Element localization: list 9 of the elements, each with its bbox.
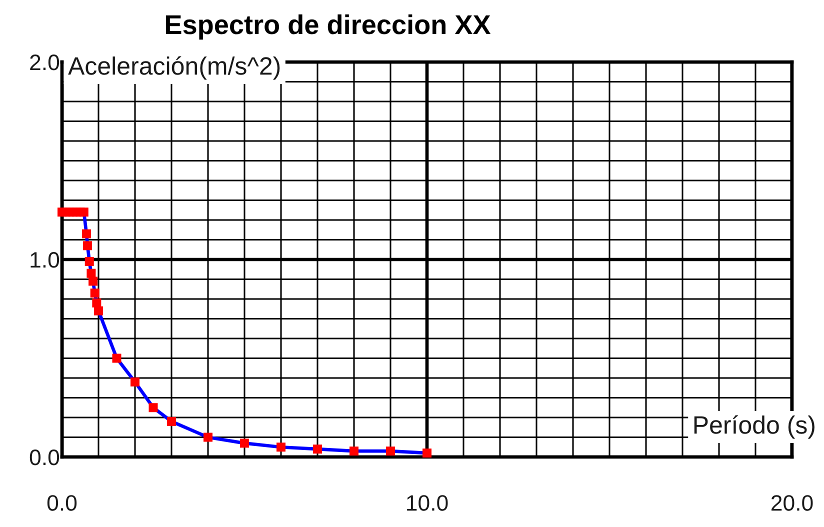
y-tick-label: 0.0 [30, 450, 60, 466]
chart-title: Espectro de direccion XX [166, 14, 491, 40]
y-tick-label: 1.0 [30, 252, 60, 268]
y-axis-title: Aceleración(m/s^2) [68, 56, 280, 80]
x-axis-title: Período (s) [694, 415, 814, 439]
x-tick-label: 0.0 [47, 495, 77, 511]
x-tick-label: 10.0 [407, 495, 448, 511]
y-tick-label: 2.0 [30, 54, 60, 70]
x-tick-label: 20.0 [771, 495, 813, 511]
